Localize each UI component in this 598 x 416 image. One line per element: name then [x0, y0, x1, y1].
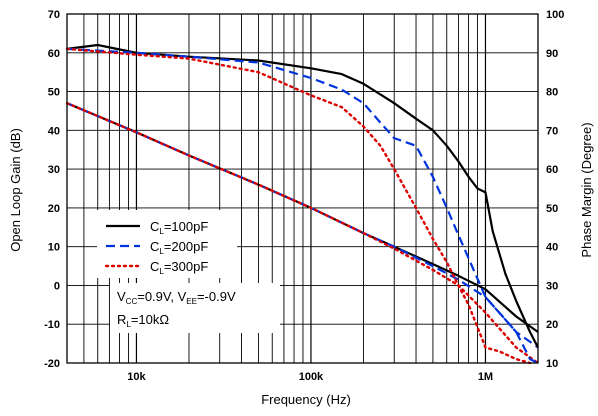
- y-tick-right: 30: [546, 280, 558, 292]
- legend-label-300pf: CL=300pF: [150, 259, 208, 276]
- legend-label-100pf-prefix: C: [150, 219, 159, 234]
- y-tick-left: 40: [48, 125, 60, 137]
- y-tick-right: 10: [546, 358, 558, 370]
- y-tick-right: 80: [546, 87, 558, 99]
- y-tick-right: 100: [546, 9, 564, 21]
- conditions-supply: VCC=0.9V, VEE=-0.9V: [117, 289, 236, 306]
- y-tick-left: 20: [48, 203, 60, 215]
- legend-label-100pf: CL=100pF: [150, 219, 208, 236]
- legend-label-200pf-sub: L: [159, 247, 164, 256]
- legend-label-200pf: CL=200pF: [150, 239, 208, 256]
- y-tick-left: -20: [44, 358, 60, 370]
- y-tick-right: 90: [546, 48, 558, 60]
- legend: CL=100pF CL=200pF CL=300pF: [97, 210, 237, 278]
- vee-value: =-0.9V: [197, 289, 236, 304]
- y-tick-left: 70: [48, 9, 60, 21]
- conditions-annotation: VCC=0.9V, VEE=-0.9V RL=10kΩ: [110, 283, 280, 333]
- series-line-5: [65, 47, 532, 365]
- y-tick-right: 60: [546, 164, 558, 176]
- rl-label: R: [117, 312, 126, 327]
- conditions-box: [110, 283, 280, 333]
- plot-frame: [66, 13, 539, 364]
- y-tick-right: 40: [546, 242, 558, 254]
- y-axis-label-right: Phase Margin (Degree): [579, 122, 594, 257]
- vcc-sub: CC: [126, 297, 138, 306]
- legend-label-300pf-suffix: =300pF: [164, 259, 209, 274]
- y-tick-left: 30: [48, 164, 60, 176]
- legend-label-200pf-suffix: =200pF: [164, 239, 209, 254]
- rl-value: =10kΩ: [131, 312, 170, 327]
- legend-label-200pf-prefix: C: [150, 239, 159, 254]
- legend-label-300pf-prefix: C: [150, 259, 159, 274]
- y-tick-left: 60: [48, 48, 60, 60]
- series-line-2: [65, 101, 540, 365]
- x-tick: 1M: [478, 371, 493, 383]
- y-tick-right: 20: [546, 319, 558, 331]
- plot-series: [65, 43, 540, 365]
- y-tick-left: 50: [48, 87, 60, 99]
- y-tick-right: 50: [546, 203, 558, 215]
- series-line-4: [66, 47, 539, 364]
- x-tick: 10k: [127, 371, 146, 383]
- conditions-load: RL=10kΩ: [117, 312, 169, 329]
- legend-label-100pf-sub: L: [159, 227, 164, 236]
- vee-sub: EE: [186, 297, 197, 306]
- y-axis-label-left: Open Loop Gain (dB): [8, 128, 23, 252]
- rl-sub: L: [126, 320, 131, 329]
- legend-label-300pf-sub: L: [159, 267, 164, 276]
- y-tick-left: 10: [48, 242, 60, 254]
- vcc-value-vee-label: =0.9V, V: [137, 289, 186, 304]
- y-tick-left: 0: [54, 280, 60, 292]
- vcc-label: V: [117, 289, 126, 304]
- y-tick-right: 70: [546, 125, 558, 137]
- legend-label-100pf-suffix: =100pF: [164, 219, 209, 234]
- axis-ticks: -20 -10 0 10 20 30 40 50 60 70 10 20 30 40 50 60 70 80 90 1…: [44, 9, 564, 383]
- x-axis-label: Frequency (Hz): [261, 392, 351, 407]
- y-tick-left: -10: [44, 319, 60, 331]
- x-tick: 100k: [299, 371, 324, 383]
